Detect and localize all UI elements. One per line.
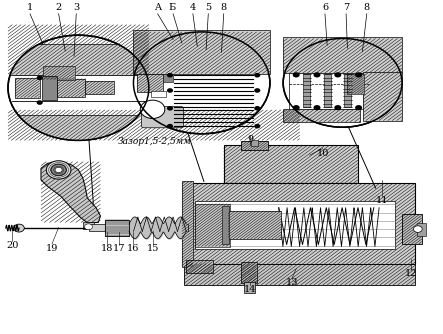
Text: Б: Б [169, 3, 176, 12]
Bar [244, 282, 255, 293]
Bar [163, 74, 173, 82]
Text: 9: 9 [247, 135, 253, 144]
Bar [222, 206, 229, 244]
Bar [417, 222, 426, 236]
Bar [8, 115, 149, 146]
Text: 8: 8 [364, 3, 370, 12]
Circle shape [167, 88, 173, 93]
Bar [363, 72, 402, 121]
Text: 11: 11 [376, 196, 389, 205]
Circle shape [55, 167, 62, 173]
Bar [251, 140, 258, 146]
Bar [347, 74, 364, 94]
Bar [89, 224, 188, 231]
Bar [43, 66, 75, 79]
Circle shape [51, 164, 66, 176]
Circle shape [140, 100, 165, 119]
Text: A: A [154, 3, 161, 12]
Text: 2: 2 [55, 3, 62, 12]
Bar [228, 211, 281, 239]
Circle shape [8, 35, 149, 140]
Text: 6: 6 [322, 3, 328, 12]
Circle shape [283, 38, 402, 127]
Circle shape [167, 124, 173, 129]
Text: 20: 20 [6, 240, 19, 249]
Bar [85, 81, 114, 94]
FancyBboxPatch shape [141, 107, 183, 128]
Bar [8, 44, 149, 74]
Bar [224, 145, 358, 183]
Circle shape [293, 105, 300, 110]
Text: 16: 16 [126, 244, 139, 253]
Text: 18: 18 [101, 244, 113, 253]
Circle shape [355, 105, 362, 110]
Circle shape [14, 224, 24, 232]
Text: 3: 3 [73, 3, 79, 12]
Circle shape [37, 75, 43, 80]
Bar [15, 78, 40, 98]
Text: 15: 15 [147, 244, 159, 253]
Circle shape [254, 73, 260, 77]
Text: 13: 13 [286, 278, 298, 287]
Bar [12, 74, 145, 101]
Text: 7: 7 [343, 3, 349, 12]
Text: 8: 8 [221, 3, 227, 12]
Bar [241, 141, 268, 150]
Bar [137, 74, 163, 92]
Circle shape [85, 224, 93, 230]
Circle shape [37, 100, 43, 105]
Text: 10: 10 [317, 149, 329, 158]
Text: Зазор1,5-2,5мм: Зазор1,5-2,5мм [118, 137, 192, 146]
Bar [344, 74, 351, 107]
Circle shape [334, 105, 341, 110]
Bar [195, 204, 230, 246]
Bar [184, 264, 415, 285]
Circle shape [334, 72, 341, 77]
Bar [151, 91, 166, 97]
Bar [195, 201, 396, 249]
Text: 17: 17 [113, 244, 126, 253]
Bar [283, 110, 361, 122]
Bar [57, 78, 85, 97]
Bar [303, 74, 311, 107]
Bar [187, 183, 415, 264]
Circle shape [133, 32, 270, 134]
Bar [402, 214, 422, 244]
Text: 14: 14 [244, 285, 256, 294]
Circle shape [254, 124, 260, 129]
Bar [289, 73, 363, 110]
Circle shape [355, 72, 362, 77]
Text: 12: 12 [404, 269, 417, 278]
Text: 19: 19 [46, 244, 58, 253]
Text: 4: 4 [190, 3, 196, 12]
Bar [324, 74, 331, 107]
Bar [83, 221, 94, 229]
Bar [182, 181, 193, 267]
Circle shape [254, 106, 260, 111]
Bar [105, 220, 129, 236]
Bar [241, 262, 256, 283]
Bar [283, 37, 402, 73]
Text: 5: 5 [205, 3, 211, 12]
Circle shape [293, 72, 300, 77]
Bar [42, 76, 57, 100]
Circle shape [314, 105, 321, 110]
Bar [133, 30, 270, 74]
Circle shape [167, 106, 173, 111]
Polygon shape [41, 162, 101, 222]
Circle shape [314, 72, 321, 77]
Circle shape [46, 161, 71, 179]
Bar [187, 260, 213, 274]
Circle shape [254, 88, 260, 93]
Circle shape [413, 226, 422, 232]
Circle shape [167, 73, 173, 77]
Text: 1: 1 [27, 3, 33, 12]
